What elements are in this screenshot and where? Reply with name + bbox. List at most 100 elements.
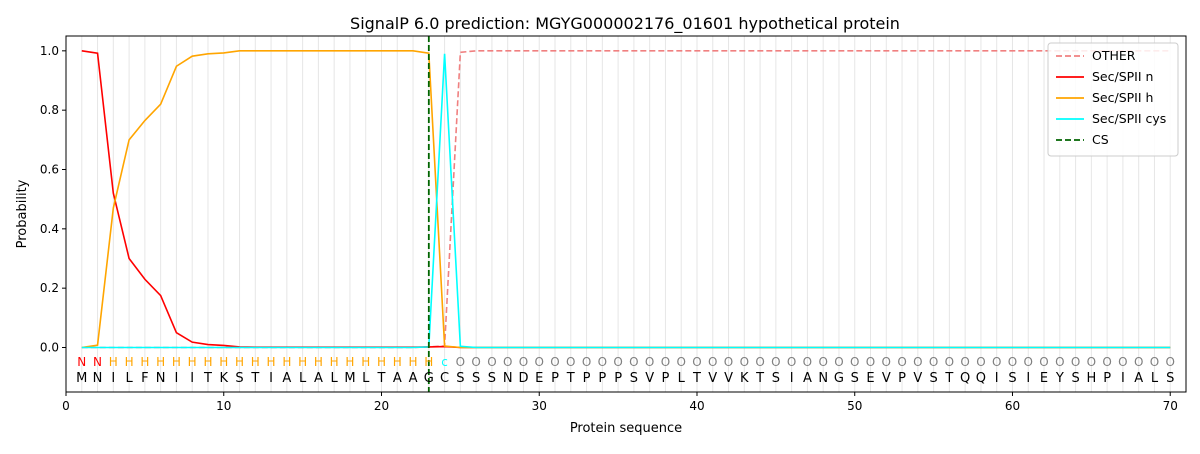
region-label: O xyxy=(519,355,528,369)
residue-label: P xyxy=(1103,371,1111,386)
residue-label: I xyxy=(111,371,115,386)
region-label: H xyxy=(298,355,307,369)
region-label: O xyxy=(1039,355,1048,369)
region-label: O xyxy=(929,355,938,369)
residue-label: N xyxy=(93,371,103,386)
residue-label: S xyxy=(1071,371,1079,386)
region-label: O xyxy=(629,355,638,369)
legend-label: Sec/SPII n xyxy=(1092,69,1153,84)
region-label: O xyxy=(503,355,512,369)
residue-label: A xyxy=(409,371,418,386)
residue-label: G xyxy=(834,371,844,386)
region-label: O xyxy=(724,355,733,369)
y-tick-label: 0.8 xyxy=(40,103,59,117)
residue-label: N xyxy=(156,371,166,386)
residue-label: A xyxy=(314,371,323,386)
region-label: O xyxy=(945,355,954,369)
residue-label: T xyxy=(377,371,386,386)
residue-label: I xyxy=(175,371,179,386)
region-label: O xyxy=(1087,355,1096,369)
region-label: O xyxy=(897,355,906,369)
residue-label: I xyxy=(269,371,273,386)
residue-label: P xyxy=(583,371,591,386)
residue-label: K xyxy=(740,371,749,386)
x-tick-label: 30 xyxy=(532,399,547,413)
legend-label: OTHER xyxy=(1092,48,1136,63)
region-label: H xyxy=(330,355,339,369)
plot-frame xyxy=(65,35,1187,393)
residue-label: L xyxy=(331,371,339,386)
region-label: O xyxy=(1165,355,1174,369)
residue-label: K xyxy=(219,371,228,386)
region-label: O xyxy=(1024,355,1033,369)
residue-label: S xyxy=(630,371,638,386)
region-label: O xyxy=(1008,355,1017,369)
series-line-0 xyxy=(81,50,1171,349)
y-tick-label: 0.4 xyxy=(40,222,59,236)
region-label: H xyxy=(203,355,212,369)
residue-label: I xyxy=(190,371,194,386)
residue-label: P xyxy=(662,371,670,386)
region-label: N xyxy=(77,355,86,369)
residue-label: Q xyxy=(976,371,986,386)
legend-label: Sec/SPII cys xyxy=(1092,111,1166,126)
region-label: O xyxy=(613,355,622,369)
region-label: H xyxy=(219,355,228,369)
region-label: O xyxy=(487,355,496,369)
residue-label: C xyxy=(440,371,449,386)
residue-label: I xyxy=(1026,371,1030,386)
region-label: O xyxy=(771,355,780,369)
residue-label: I xyxy=(1121,371,1125,386)
residue-label: V xyxy=(913,371,922,386)
residue-label: E xyxy=(866,371,874,386)
residue-label: V xyxy=(645,371,654,386)
residue-label: G xyxy=(424,371,434,386)
residue-label: A xyxy=(1134,371,1143,386)
residue-label: T xyxy=(250,371,259,386)
region-label: H xyxy=(361,355,370,369)
region-label: O xyxy=(755,355,764,369)
residue-label: P xyxy=(614,371,622,386)
x-tick-label: 50 xyxy=(847,399,862,413)
residue-label: H xyxy=(1086,371,1096,386)
region-label: H xyxy=(377,355,386,369)
region-label: O xyxy=(960,355,969,369)
region-label: O xyxy=(913,355,922,369)
y-tick-label: 1.0 xyxy=(40,44,59,58)
region-label: H xyxy=(172,355,181,369)
region-label: H xyxy=(409,355,418,369)
region-label: O xyxy=(456,355,465,369)
residue-label: L xyxy=(1151,371,1159,386)
legend-label: CS xyxy=(1092,132,1109,147)
y-axis-ticks: 0.0 0.2 0.4 0.6 0.8 1.0 xyxy=(40,44,66,355)
region-label: O xyxy=(976,355,985,369)
y-tick-label: 0.2 xyxy=(40,281,59,295)
residue-label: L xyxy=(125,371,133,386)
vertical-grid-lines xyxy=(81,36,1171,392)
region-label: O xyxy=(803,355,812,369)
residue-label: Q xyxy=(960,371,970,386)
residue-label: S xyxy=(1008,371,1016,386)
region-label: H xyxy=(125,355,134,369)
residue-label: I xyxy=(790,371,794,386)
region-label: H xyxy=(156,355,165,369)
region-label: O xyxy=(566,355,575,369)
residue-label: V xyxy=(708,371,717,386)
region-label: O xyxy=(1150,355,1159,369)
region-label: O xyxy=(787,355,796,369)
residue-label: T xyxy=(566,371,575,386)
series-line-3 xyxy=(81,53,1171,349)
region-label: H xyxy=(235,355,244,369)
residue-label: F xyxy=(141,371,148,386)
x-tick-label: 70 xyxy=(1163,399,1178,413)
region-label: O xyxy=(550,355,559,369)
residue-label: L xyxy=(678,371,686,386)
y-tick-label: 0.6 xyxy=(40,163,59,177)
residue-label: V xyxy=(882,371,891,386)
residue-label: E xyxy=(1040,371,1048,386)
residue-label: P xyxy=(551,371,559,386)
region-label: H xyxy=(424,355,433,369)
residue-label: P xyxy=(598,371,606,386)
residue-label: T xyxy=(692,371,701,386)
